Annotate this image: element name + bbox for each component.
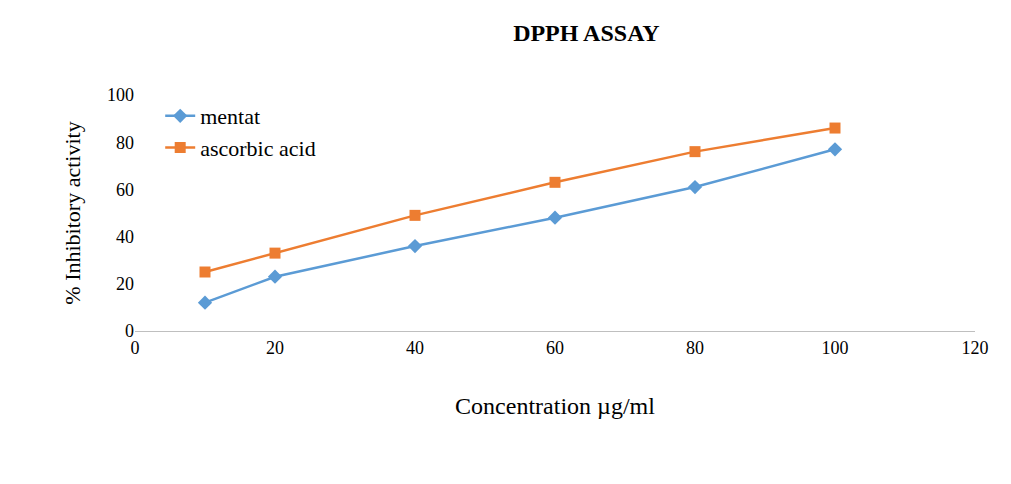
svg-text:0: 0 (131, 338, 140, 358)
svg-text:120: 120 (962, 338, 989, 358)
svg-text:40: 40 (406, 338, 424, 358)
svg-text:100: 100 (107, 85, 134, 105)
svg-text:DPPH ASSAY: DPPH ASSAY (513, 20, 659, 46)
svg-text:100: 100 (822, 338, 849, 358)
svg-text:ascorbic acid: ascorbic acid (200, 136, 315, 161)
svg-text:0: 0 (125, 321, 134, 341)
svg-text:mentat: mentat (200, 104, 260, 129)
svg-text:60: 60 (546, 338, 564, 358)
svg-text:40: 40 (116, 227, 134, 247)
svg-text:% Inhibitory activity: % Inhibitory activity (60, 121, 85, 304)
svg-text:60: 60 (116, 180, 134, 200)
svg-text:20: 20 (116, 274, 134, 294)
svg-text:80: 80 (686, 338, 704, 358)
svg-text:Concentration µg/ml: Concentration µg/ml (455, 393, 655, 419)
svg-text:20: 20 (266, 338, 284, 358)
svg-text:80: 80 (116, 133, 134, 153)
